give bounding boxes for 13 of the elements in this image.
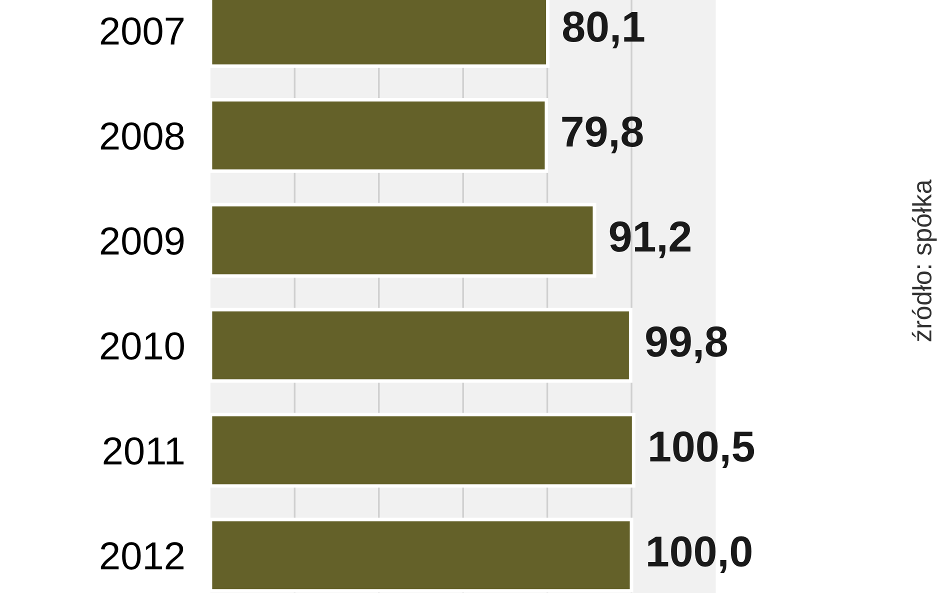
data-label: 99,8 — [646, 326, 728, 364]
data-label: 79,8 — [562, 116, 643, 154]
y-tick-label: 2011 — [104, 437, 184, 465]
text: źródło: spółka — [912, 180, 937, 342]
data-label: 100,5 — [650, 431, 754, 468]
y-tick-label: 2009 — [100, 227, 184, 255]
data-label: 91,2 — [610, 221, 690, 258]
y-tick-label: 2010 — [100, 332, 184, 360]
y-tick-label: 2007 — [100, 17, 184, 45]
y-tick-label: 2012 — [100, 542, 184, 570]
data-label: 80,1 — [562, 12, 644, 48]
data-label: 100,0 — [648, 536, 752, 574]
y-tick-label: 2008 — [100, 122, 184, 150]
